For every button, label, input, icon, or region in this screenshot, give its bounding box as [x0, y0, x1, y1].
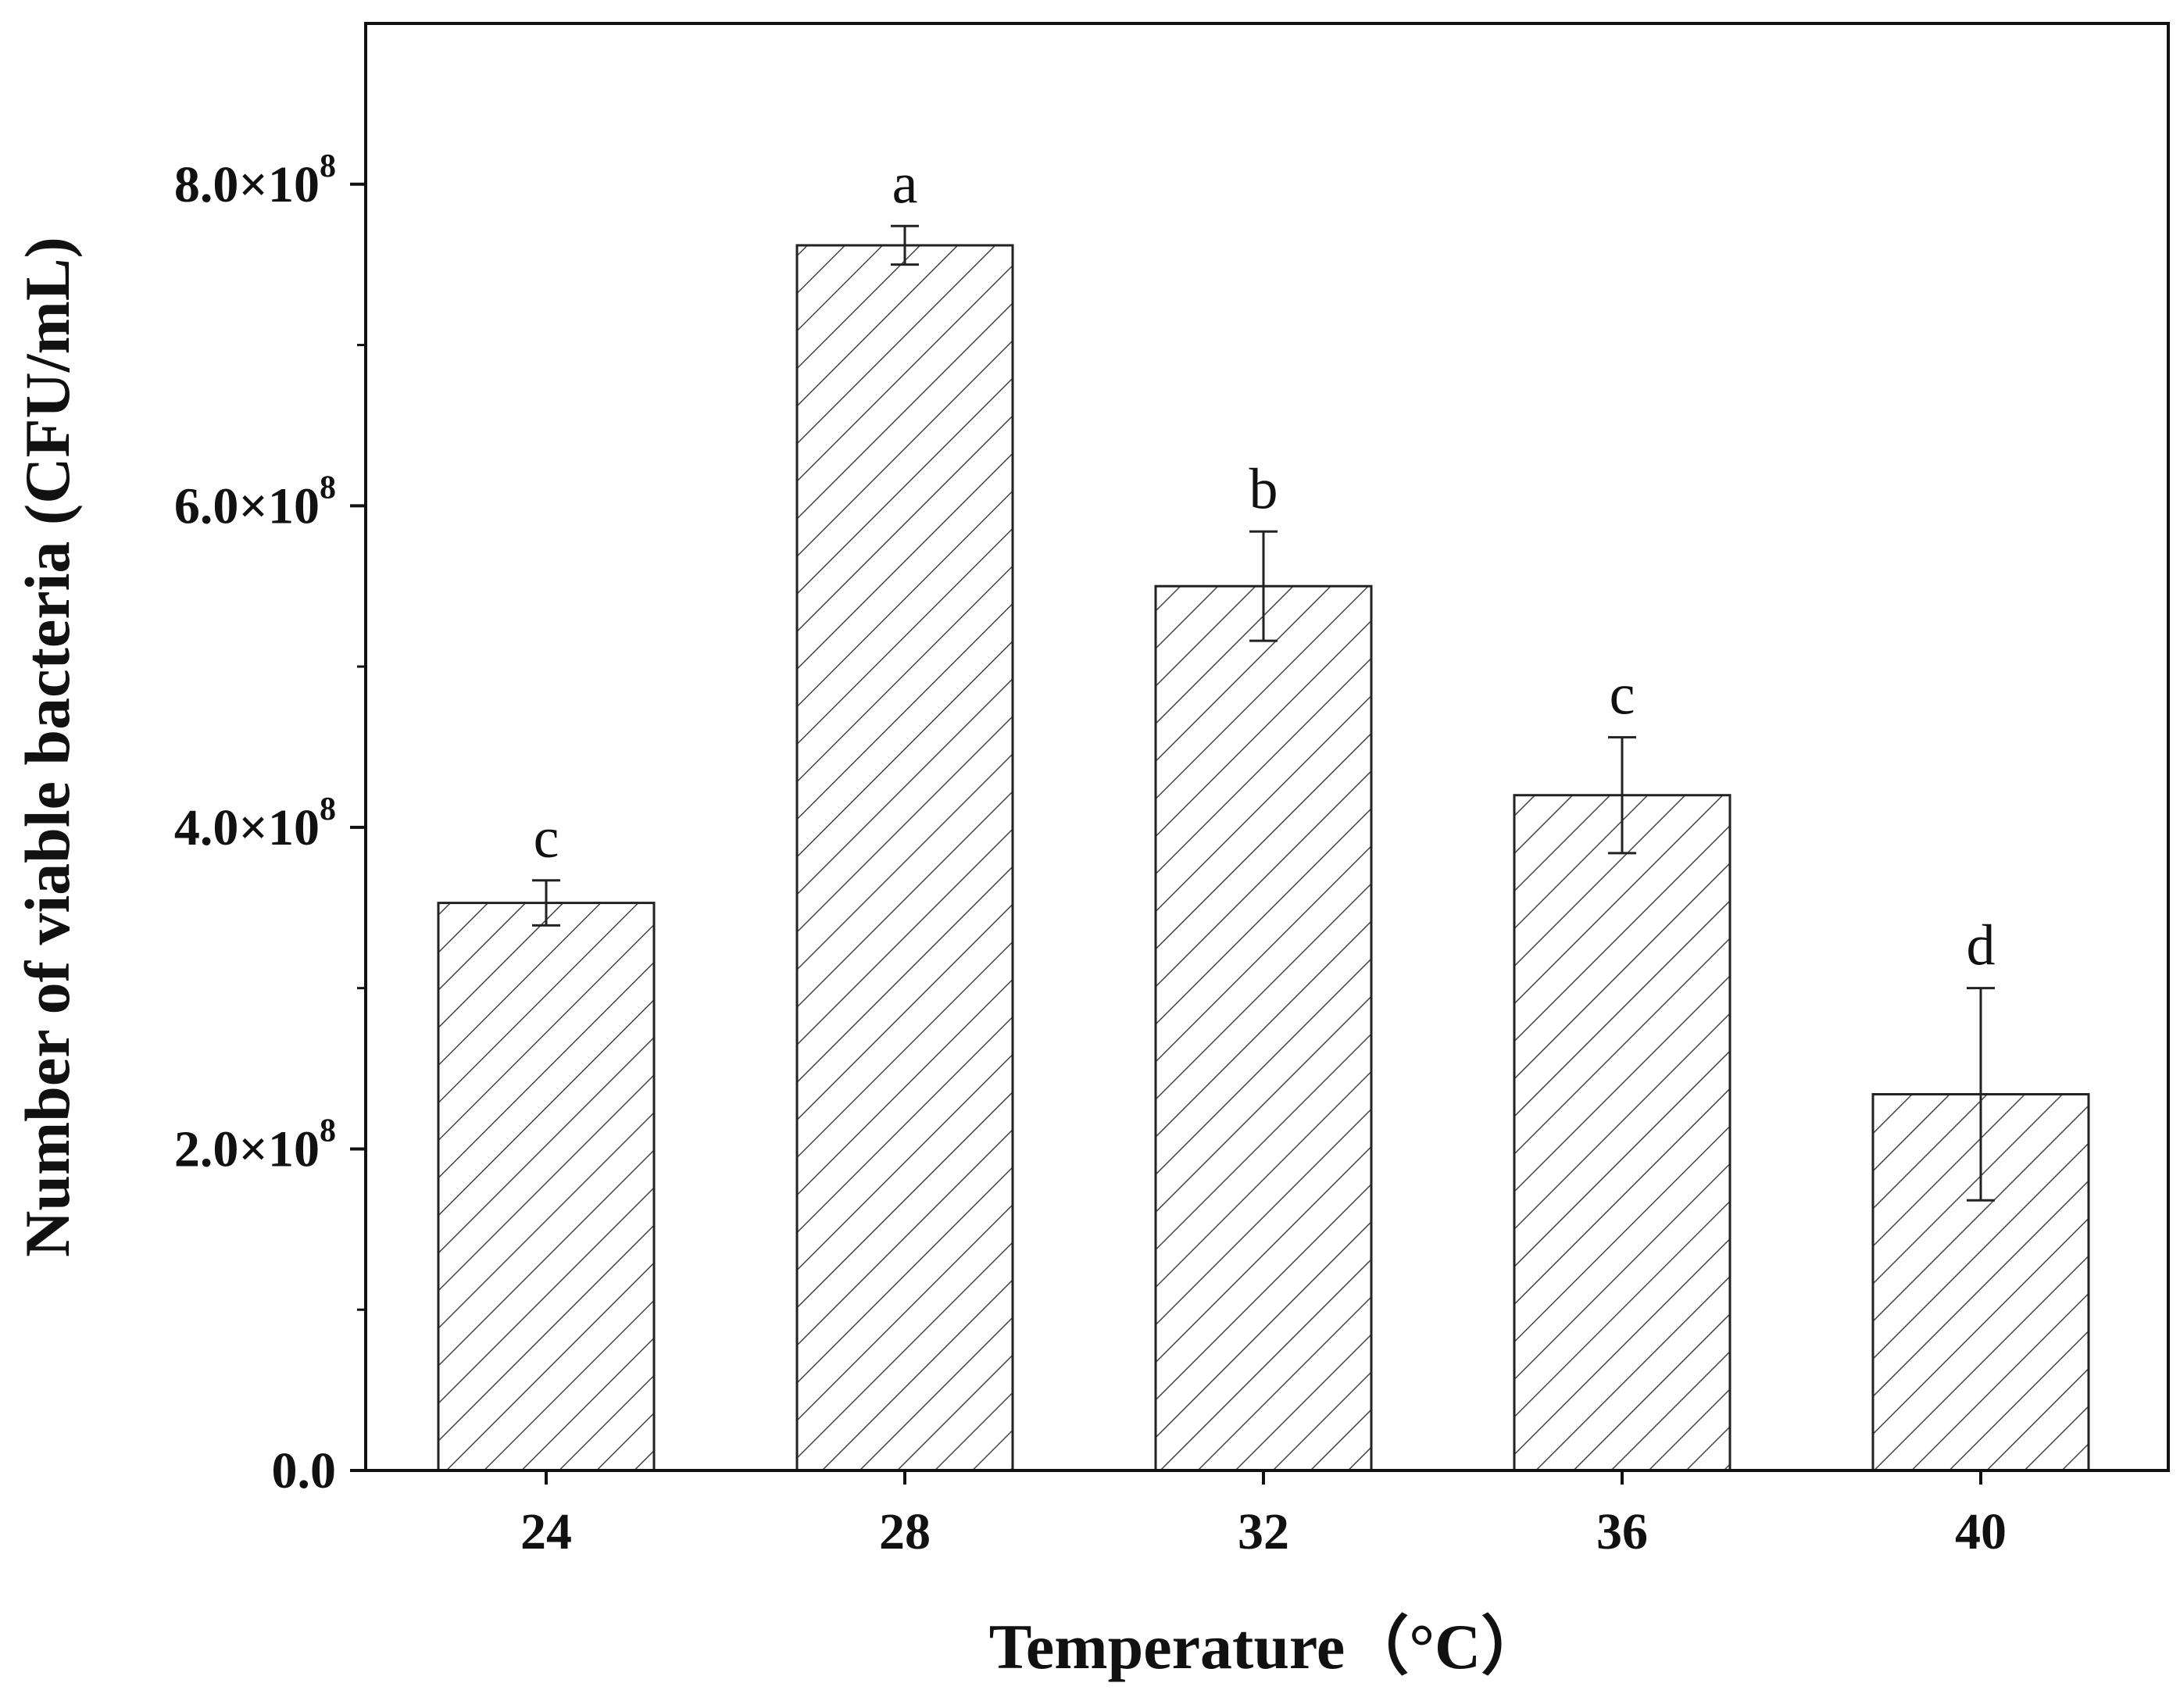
x-axis-title: Temperature（°C） [989, 1611, 1546, 1682]
y-tick-mantissa: 0.0 [272, 1442, 337, 1499]
error-bar-32 [1249, 530, 1278, 642]
error-bar-24 [532, 879, 560, 927]
error-bar-36 [1608, 736, 1636, 855]
significance-label-32: b [1249, 457, 1278, 521]
x-axis-ticks: 24 28 32 36 40 [520, 1470, 2007, 1560]
significance-label-28: a [892, 152, 918, 216]
error-bar-40 [1967, 987, 1995, 1202]
x-tick-label-40: 40 [1955, 1503, 2007, 1560]
bar-28 [795, 244, 1014, 1472]
y-tick-exponent: 8 [320, 1113, 336, 1149]
y-tick-mantissa: 6.0×10 [174, 477, 320, 534]
significance-label-36: c [1610, 663, 1635, 727]
plot-area-frame [364, 22, 2170, 1472]
significance-label-40: d [1967, 914, 1996, 978]
bars-layer [437, 244, 2090, 1472]
y-tick-mantissa: 8.0×10 [174, 156, 320, 213]
y-tick-label: 8.0×108 [174, 148, 336, 213]
bar-36 [1513, 794, 1731, 1472]
x-tick-label-28: 28 [879, 1503, 931, 1560]
y-tick-exponent: 8 [320, 470, 336, 506]
error-bar-28 [891, 224, 919, 266]
bar-24 [437, 902, 656, 1472]
significance-label-24: c [534, 806, 559, 870]
y-tick-label: 4.0×108 [174, 791, 336, 856]
y-tick-label: 2.0×108 [174, 1113, 336, 1177]
error-bars-layer [532, 224, 1995, 1202]
y-tick-exponent: 8 [320, 791, 336, 827]
y-tick-label: 6.0×108 [174, 470, 336, 534]
x-tick-label-24: 24 [520, 1503, 572, 1560]
y-tick-mantissa: 2.0×10 [174, 1120, 320, 1177]
x-tick-label-32: 32 [1238, 1503, 1289, 1560]
bar-32 [1154, 584, 1373, 1472]
significance-labels-layer: c a b c d [534, 152, 1996, 977]
y-tick-mantissa: 4.0×10 [174, 799, 320, 856]
y-axis-title: Number of viable bacteria (CFU/mL) [12, 237, 83, 1257]
y-tick-label: 0.0 [272, 1442, 337, 1499]
y-tick-exponent: 8 [320, 148, 336, 184]
x-tick-label-36: 36 [1596, 1503, 1648, 1560]
